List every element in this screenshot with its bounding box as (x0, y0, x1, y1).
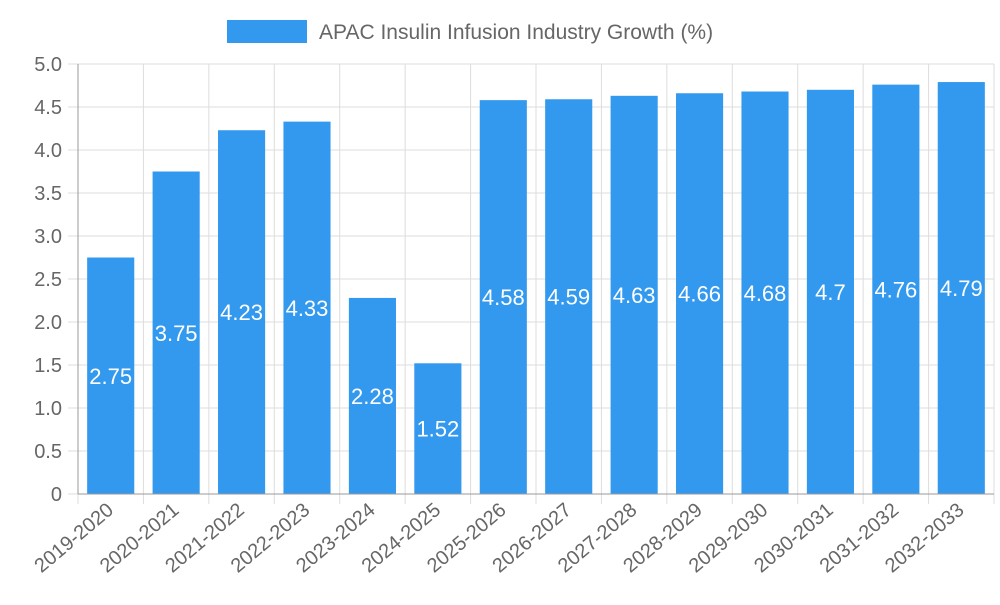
bar-2032-2033[interactable] (937, 82, 985, 494)
data-label: 4.63 (613, 283, 656, 308)
bar-2020-2021[interactable] (152, 171, 200, 495)
data-label: 4.79 (940, 276, 983, 301)
y-tick-label: 2.5 (34, 269, 62, 291)
bar-2024-2025[interactable] (414, 363, 462, 494)
data-label: 1.52 (416, 417, 459, 442)
y-axis-tick-labels: 0 0.5 1.0 1.5 2.0 2.5 3.0 3.5 4.0 4.5 5.0 (34, 54, 62, 506)
y-tick-label: 1.5 (34, 355, 62, 377)
data-label: 2.75 (89, 364, 132, 389)
gridlines (68, 63, 995, 504)
data-label: 3.75 (155, 321, 198, 346)
bar-2030-2031[interactable] (806, 89, 854, 495)
bar-2021-2022[interactable] (218, 130, 266, 494)
data-label: 4.66 (678, 282, 721, 307)
data-label: 4.59 (547, 285, 590, 310)
data-label: 4.7 (815, 280, 846, 305)
data-label: 4.58 (482, 285, 525, 310)
bar-2022-2023[interactable] (283, 121, 331, 495)
data-label: 4.68 (744, 281, 787, 306)
bar-2023-2024[interactable] (348, 297, 396, 494)
bar-2029-2030[interactable] (741, 91, 789, 495)
y-tick-label: 1.0 (34, 398, 62, 420)
y-tick-label: 3.0 (34, 226, 62, 248)
y-tick-label: 4.0 (34, 140, 62, 162)
data-label: 4.33 (286, 296, 329, 321)
bar-2027-2028[interactable] (610, 95, 658, 494)
x-axis-tick-labels: 2019-20202020-20212021-20222022-20232023… (31, 499, 969, 577)
bar-2019-2020[interactable] (87, 257, 135, 495)
y-tick-label: 3.5 (34, 183, 62, 205)
y-tick-label: 2.0 (34, 312, 62, 334)
data-label: 2.28 (351, 384, 394, 409)
legend[interactable]: APAC Insulin Infusion Industry Growth (%… (227, 20, 713, 44)
data-labels: 2.75 3.75 4.23 4.33 2.28 1.52 4.58 4.59 4.63 4.66… (89, 276, 982, 442)
axes (77, 64, 994, 495)
legend-swatch (227, 20, 307, 43)
bar-2028-2029[interactable] (676, 93, 724, 495)
bar-2026-2027[interactable] (545, 99, 593, 494)
data-label: 4.23 (220, 300, 263, 325)
bar-2025-2026[interactable] (479, 100, 527, 495)
data-label: 4.76 (874, 277, 917, 302)
y-tick-label: 0 (51, 484, 62, 506)
y-tick-label: 0.5 (34, 441, 62, 463)
y-tick-label: 5.0 (34, 54, 62, 76)
legend-label: APAC Insulin Infusion Industry Growth (%… (319, 21, 713, 44)
bars (87, 82, 985, 495)
bar-2031-2032[interactable] (872, 84, 920, 494)
y-tick-label: 4.5 (34, 97, 62, 119)
